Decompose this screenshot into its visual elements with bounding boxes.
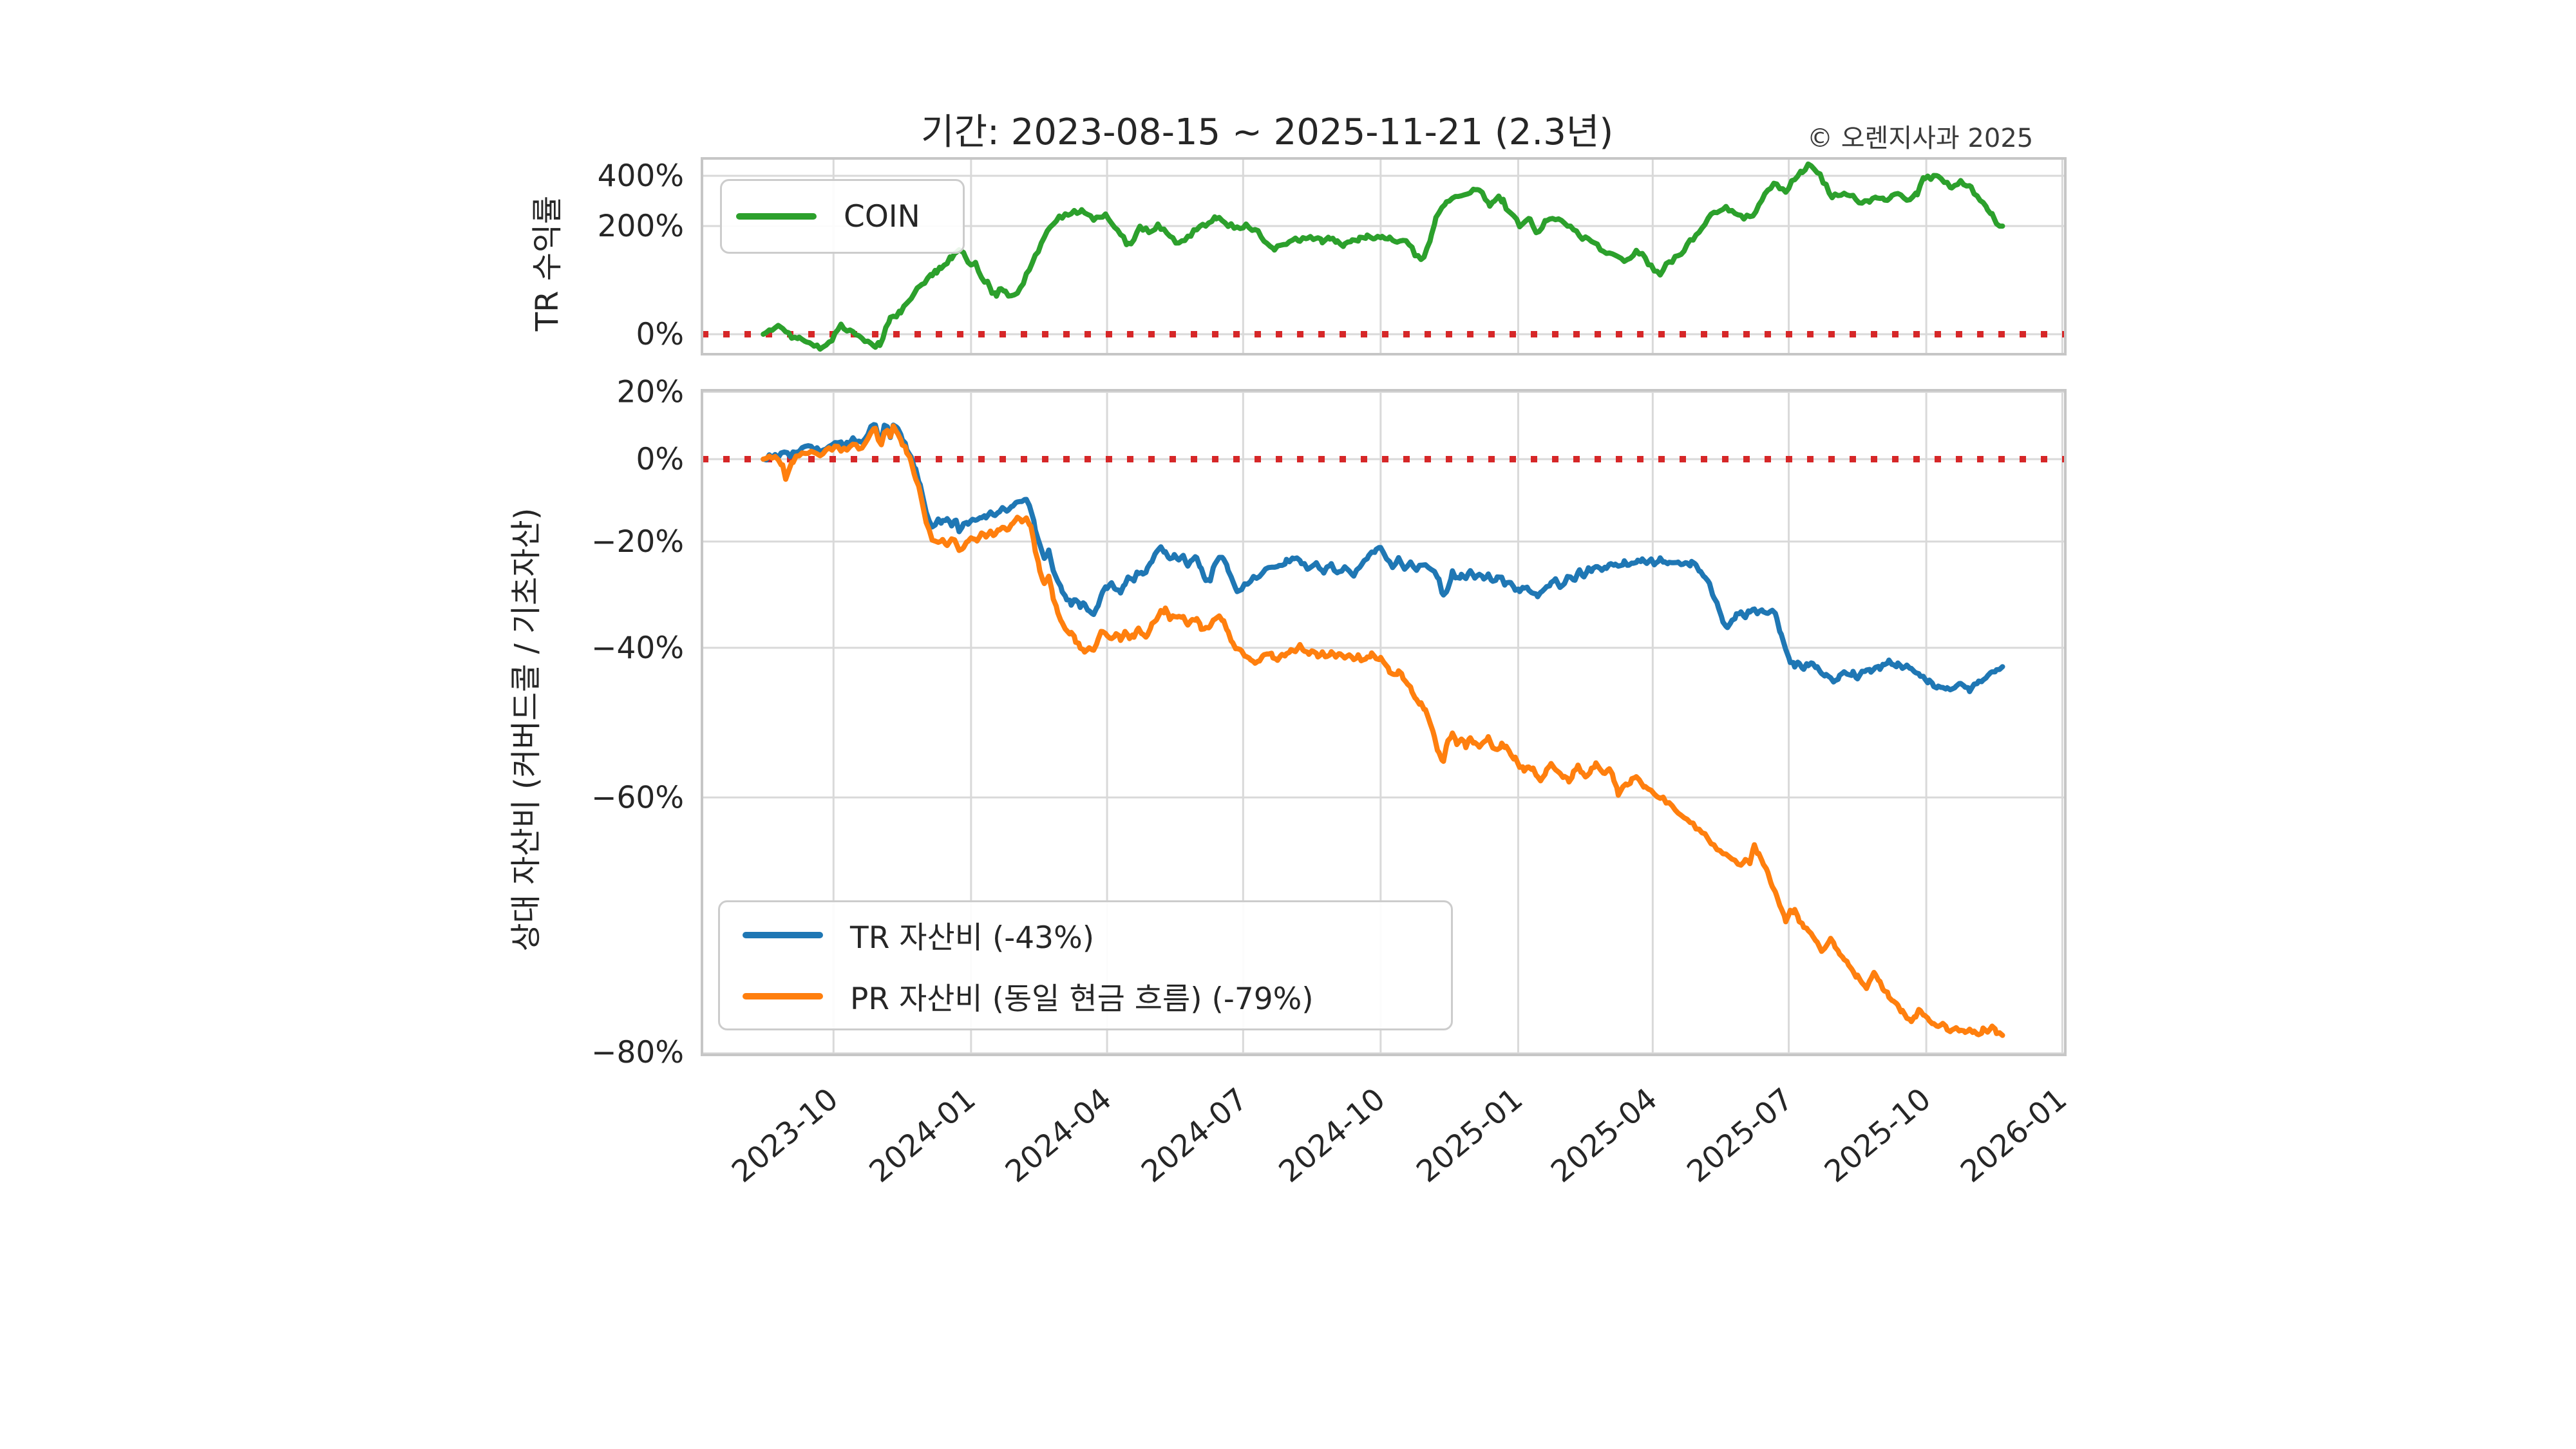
legend-item-coin: COIN [736,199,963,234]
y-axis-label-tr-return: TR 수익률 [529,195,565,332]
legend-item-pr-ratio: PR 자산비 (동일 현금 흐름) (-79%) [743,974,1451,1018]
y-tick-label: 0% [636,442,684,477]
legend-item-tr-ratio: TR 자산비 (-43%) [743,913,1451,957]
series-line-blue [761,422,2005,694]
y-tick-label: 200% [598,209,684,244]
y-tick-label: 0% [636,317,684,352]
legend-bottom: TR 자산비 (-43%) PR 자산비 (동일 현금 흐름) (-79%) [718,900,1453,1030]
tr-ratio-line-swatch [743,931,823,938]
legend-top: COIN [720,179,965,254]
pr-ratio-line-swatch [743,992,823,999]
x-tick-label: 2026-01 [1954,1081,2074,1189]
x-tick-label: 2025-04 [1544,1081,1664,1189]
series-line-green [761,161,2005,352]
y-tick-label: 400% [598,158,684,194]
x-tick-label: 2023-10 [725,1081,845,1189]
coin-line-swatch [736,213,817,220]
x-tick-label: 2024-10 [1273,1081,1392,1189]
relative-asset-ratio-chart: 20% 0% −20% −40% −60% −80% [591,374,2067,1070]
y-tick-label: −60% [591,780,684,815]
y-tick-label: −40% [591,630,684,666]
axes-spine [701,389,2067,1056]
legend-label-tr-ratio: TR 자산비 (-43%) [850,920,1095,956]
y-axis-label-relative-ratio: 상대 자산비 (커버드콜 / 기초자산) [508,507,544,952]
x-tick-label: 2024-01 [863,1081,983,1189]
y-tick-label: −20% [591,524,684,560]
legend-label-coin: COIN [844,198,920,234]
x-axis-ticks: 2023-10 2024-01 2024-04 2024-07 2024-10 2025-… [725,1081,2074,1189]
x-tick-label: 2025-07 [1680,1081,1800,1189]
y-tick-label: 20% [617,374,684,410]
legend-label-pr-ratio: PR 자산비 (동일 현금 흐름) (-79%) [850,981,1314,1017]
chart-title: 기간: 2023-08-15 ~ 2025-11-21 (2.3년) [921,111,1614,153]
x-tick-label: 2025-01 [1410,1081,1530,1189]
x-tick-label: 2025-10 [1818,1081,1938,1189]
x-tick-label: 2024-07 [1135,1081,1255,1189]
x-tick-label: 2024-04 [999,1081,1119,1189]
axes-spine [701,157,2067,355]
copyright-watermark: © 오렌지사과 2025 [1807,124,2034,153]
series-line-orange [761,423,2005,1038]
y-tick-label: −80% [591,1035,684,1070]
